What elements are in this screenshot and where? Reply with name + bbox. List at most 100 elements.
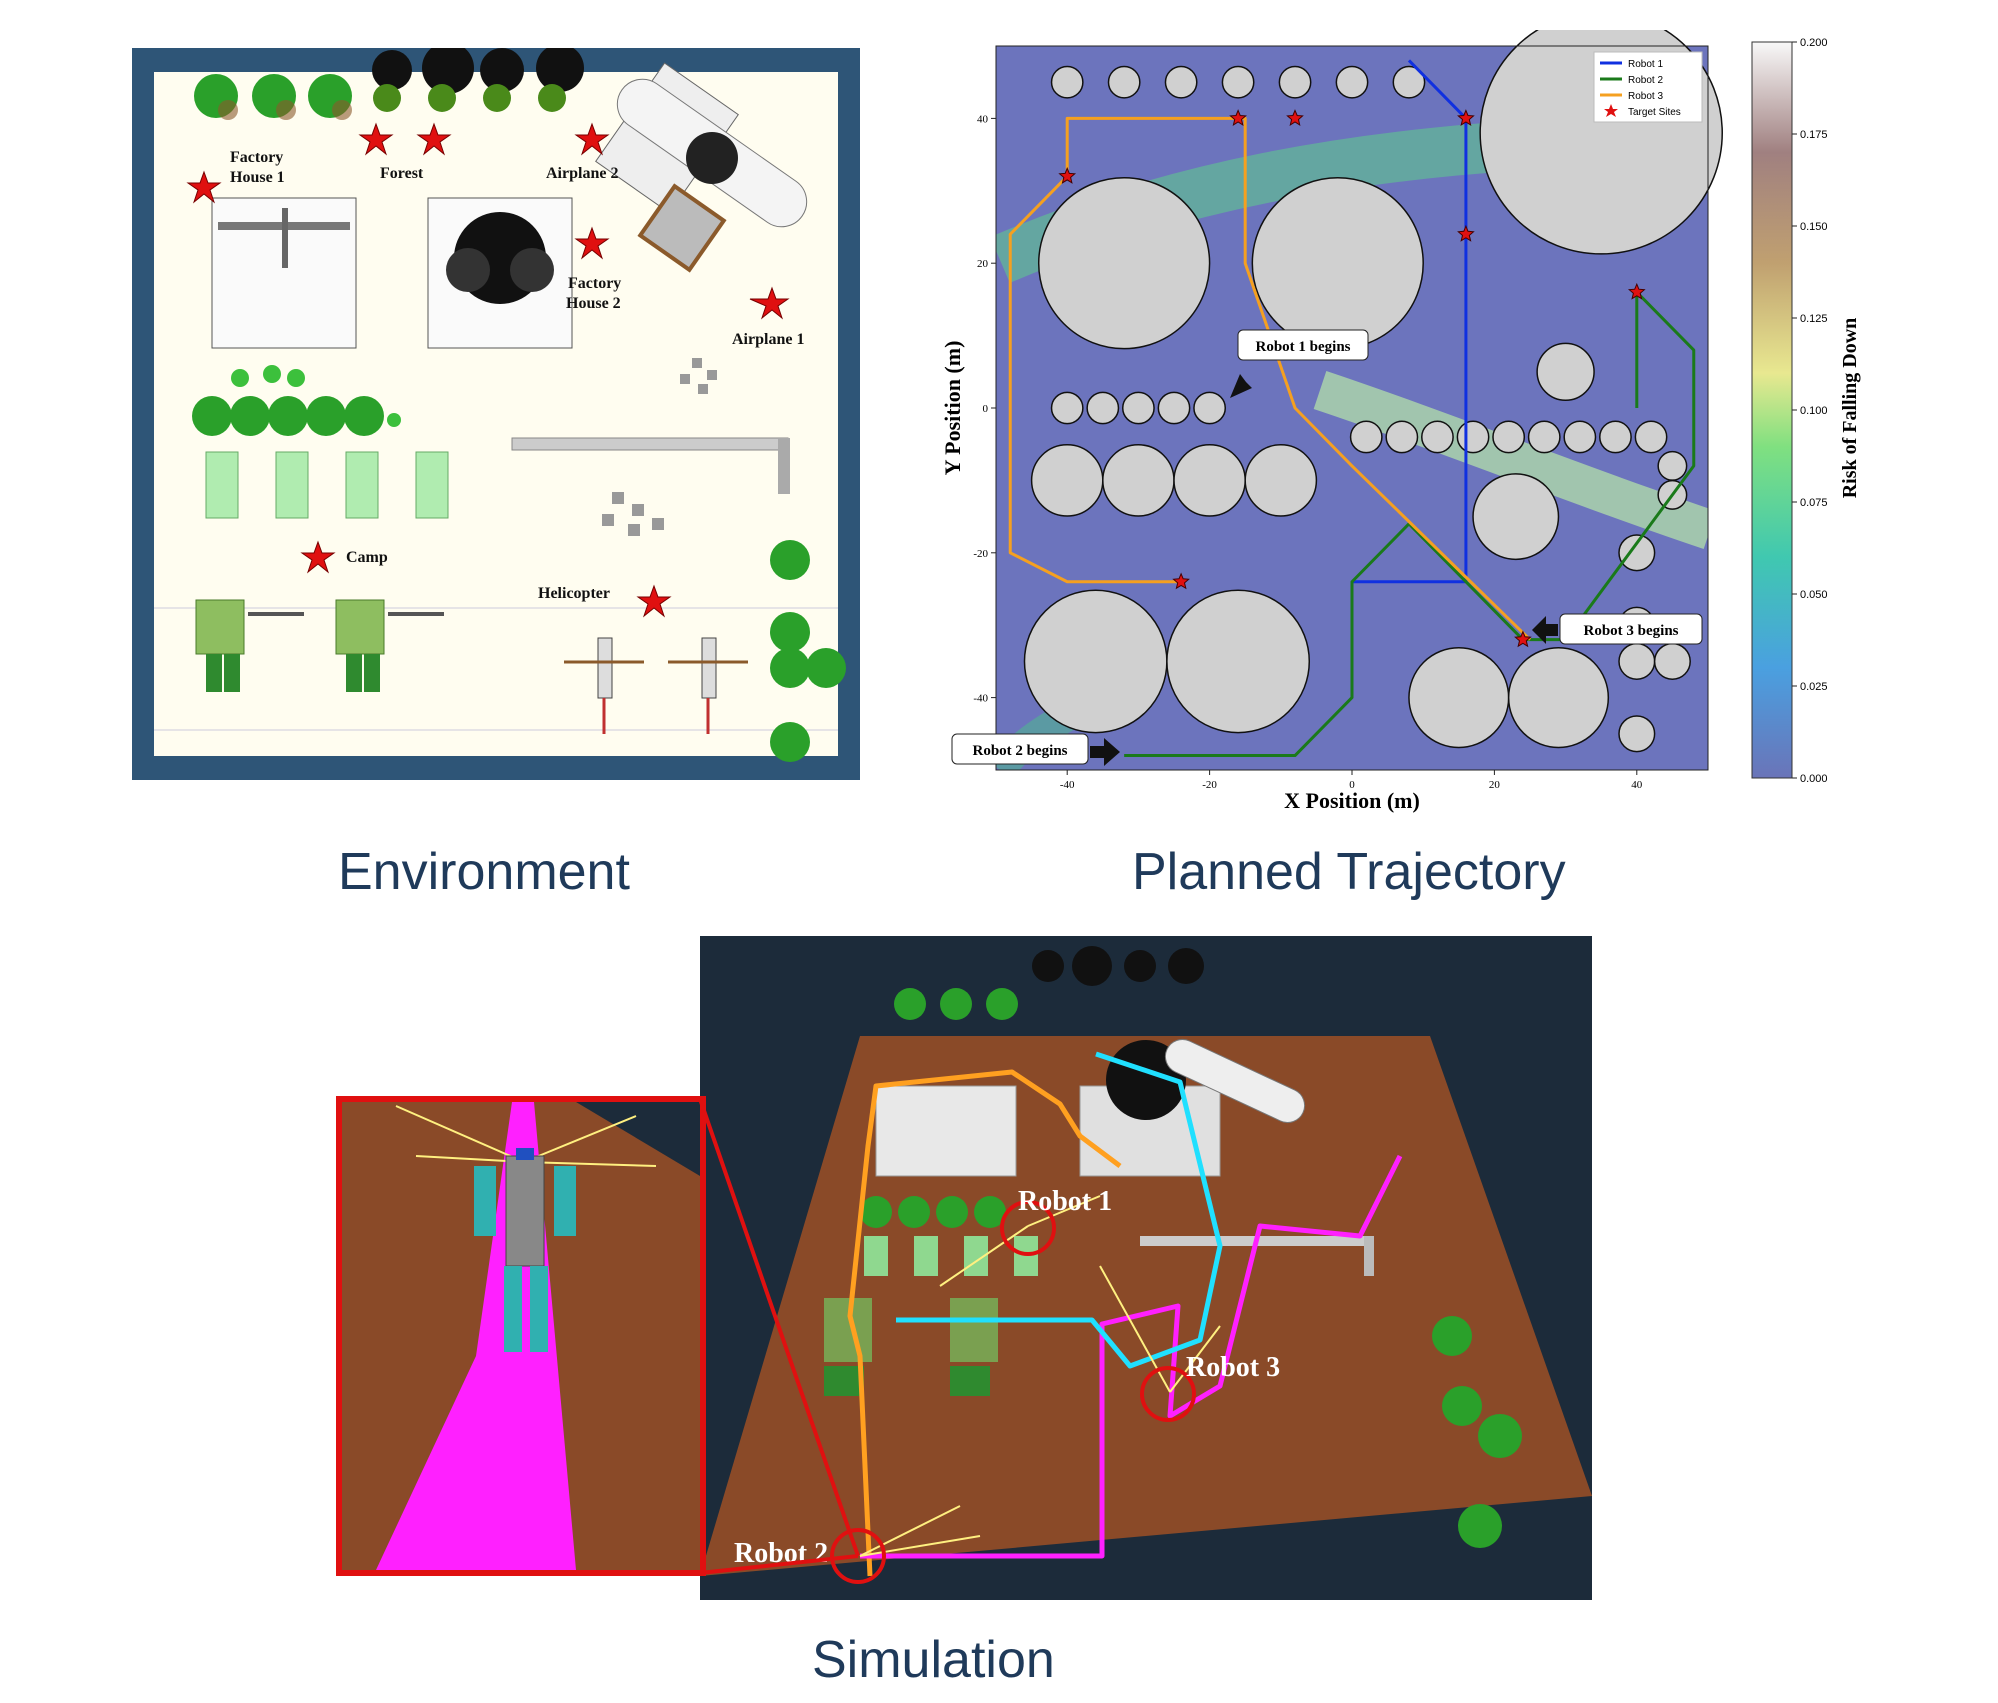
obstacle-circle	[1023, 589, 1168, 734]
label-factory-house-2-line2: House 2	[566, 295, 621, 312]
annotation-robot-3: Robot 3 begins	[1532, 613, 1703, 645]
y-tick-label: 0	[983, 403, 989, 415]
y-tick-label: 20	[977, 258, 989, 270]
sim-path-robot-3	[896, 1051, 1223, 1369]
obstacle-circle	[1173, 444, 1246, 517]
star-camp	[300, 540, 336, 574]
obstacle-circle	[1251, 177, 1424, 350]
target-site-star	[1457, 224, 1475, 242]
star-helicopter	[636, 584, 672, 618]
x-ticks: -40 -20 0 20 40	[1060, 770, 1643, 791]
y-tick-label: -20	[973, 548, 988, 560]
colorbar-tick-label: 0.200	[1800, 37, 1828, 49]
x-axis-label: X Position (m)	[1284, 788, 1420, 813]
rubble	[602, 358, 717, 536]
colorbar	[1751, 41, 1793, 779]
legend-target-sites: Target Sites	[1628, 107, 1681, 118]
obstacle-circle	[1121, 391, 1155, 425]
legend-robot-1: Robot 1	[1628, 59, 1663, 70]
trajectory-robot-3	[1008, 116, 1532, 641]
factory-house-1	[211, 197, 357, 349]
obstacle-circle	[1107, 65, 1141, 99]
factory-house-2	[427, 197, 573, 349]
colorbar-tick-label: 0.025	[1800, 681, 1828, 693]
label-helicopter: Helicopter	[538, 585, 610, 602]
label-factory-house-1: Factory	[230, 149, 283, 166]
obstacle-circle	[1164, 65, 1198, 99]
svg-text:Robot 3 begins: Robot 3 begins	[1583, 623, 1678, 639]
star-forest-2	[416, 122, 452, 156]
obstacle-circle	[1086, 391, 1120, 425]
obstacle-circle	[1657, 450, 1688, 481]
sim-buildings	[824, 1038, 1374, 1396]
y-ticks: -40 -20 0 20 40	[973, 113, 996, 705]
obstacle-circle	[1037, 177, 1211, 350]
obstacle-circle	[1507, 647, 1610, 749]
colorbar-tick-label: 0.000	[1800, 773, 1828, 785]
svg-text:Robot 2 begins: Robot 2 begins	[972, 743, 1067, 759]
colorbar-tick-label: 0.175	[1800, 129, 1828, 141]
legend: Robot 1 Robot 2 Robot 3 Target Sites	[1593, 51, 1703, 123]
env-target-stars	[186, 122, 790, 618]
star-airplane-1	[749, 286, 790, 320]
label-airplane-2: Airplane 2	[546, 165, 618, 182]
star-factory-house-1	[186, 170, 222, 204]
label-factory-house-1-line2: House 1	[230, 169, 285, 186]
star-airplane-2	[574, 122, 610, 156]
x-tick-label: 0	[1349, 779, 1355, 791]
obstacle-circle	[1618, 534, 1656, 572]
inset-robot	[474, 1148, 576, 1352]
obstacle-circle	[1492, 420, 1526, 454]
robot-3-highlight-circle	[1140, 1366, 1196, 1422]
annotation-robot-2: Robot 2 begins	[951, 733, 1120, 766]
colorbar-tick-label: 0.050	[1800, 589, 1828, 601]
target-site-star	[1286, 109, 1304, 126]
obstacle-circle	[1102, 444, 1175, 517]
x-tick-label: 20	[1489, 779, 1501, 791]
obstacle-circle	[1050, 391, 1084, 425]
label-factory-house-2: Factory	[568, 275, 621, 292]
sim-path-robot-2	[860, 1154, 1403, 1559]
robot-1-highlight-circle	[1000, 1200, 1056, 1256]
target-site-star	[1229, 109, 1247, 126]
obstacle-circle	[1166, 589, 1311, 734]
target-site-star	[1514, 630, 1532, 648]
colorbar-tick-label: 0.125	[1800, 313, 1828, 325]
obstacle-circle	[1536, 342, 1595, 402]
tree-row-middle	[192, 365, 401, 436]
target-site-star	[1457, 109, 1475, 126]
obstacle-circle	[1599, 420, 1632, 454]
obstacle-circle	[1349, 420, 1383, 454]
target-sites	[1058, 109, 1646, 648]
obstacle-circle	[1563, 420, 1597, 454]
tree-row-right	[770, 540, 846, 762]
obstacle-circle	[1221, 65, 1255, 99]
x-tick-label: -40	[1060, 779, 1075, 791]
wall-corner	[778, 438, 790, 494]
y-axis-label: Y Position (m)	[940, 341, 965, 476]
legend-robot-3: Robot 3	[1628, 91, 1663, 102]
x-tick-label: 40	[1631, 779, 1643, 791]
obstacle-circle	[1527, 420, 1561, 454]
star-factory-house-2	[574, 226, 610, 260]
target-site-star	[1172, 572, 1190, 590]
target-site-star	[1058, 166, 1077, 184]
colorbar-tick-label: 0.150	[1800, 221, 1828, 233]
title-simulation: Simulation	[812, 1631, 1055, 1689]
obstacle-circle	[1456, 420, 1490, 454]
target-site-star	[1627, 282, 1646, 300]
inset-sky	[576, 1102, 700, 1176]
obstacle-circle	[1050, 65, 1084, 99]
obstacle-circle	[1278, 65, 1312, 99]
obstacle-circle	[1653, 642, 1691, 680]
obstacle-circle	[1421, 420, 1454, 454]
annotation-robot-1: Robot 1 begins	[1230, 329, 1369, 398]
title-planned-trajectory: Planned Trajectory	[1132, 843, 1566, 901]
legend-robot-2: Robot 2	[1628, 75, 1663, 86]
obstacle-circle	[1618, 642, 1656, 680]
wall	[511, 437, 789, 451]
obstacle-circle	[1618, 715, 1656, 753]
simulation-view: Robot 1 Robot 3 Robot 2	[700, 936, 1592, 1600]
obstacles	[1023, 30, 1723, 753]
sim-label-robot-1: Robot 1	[1018, 1186, 1112, 1217]
